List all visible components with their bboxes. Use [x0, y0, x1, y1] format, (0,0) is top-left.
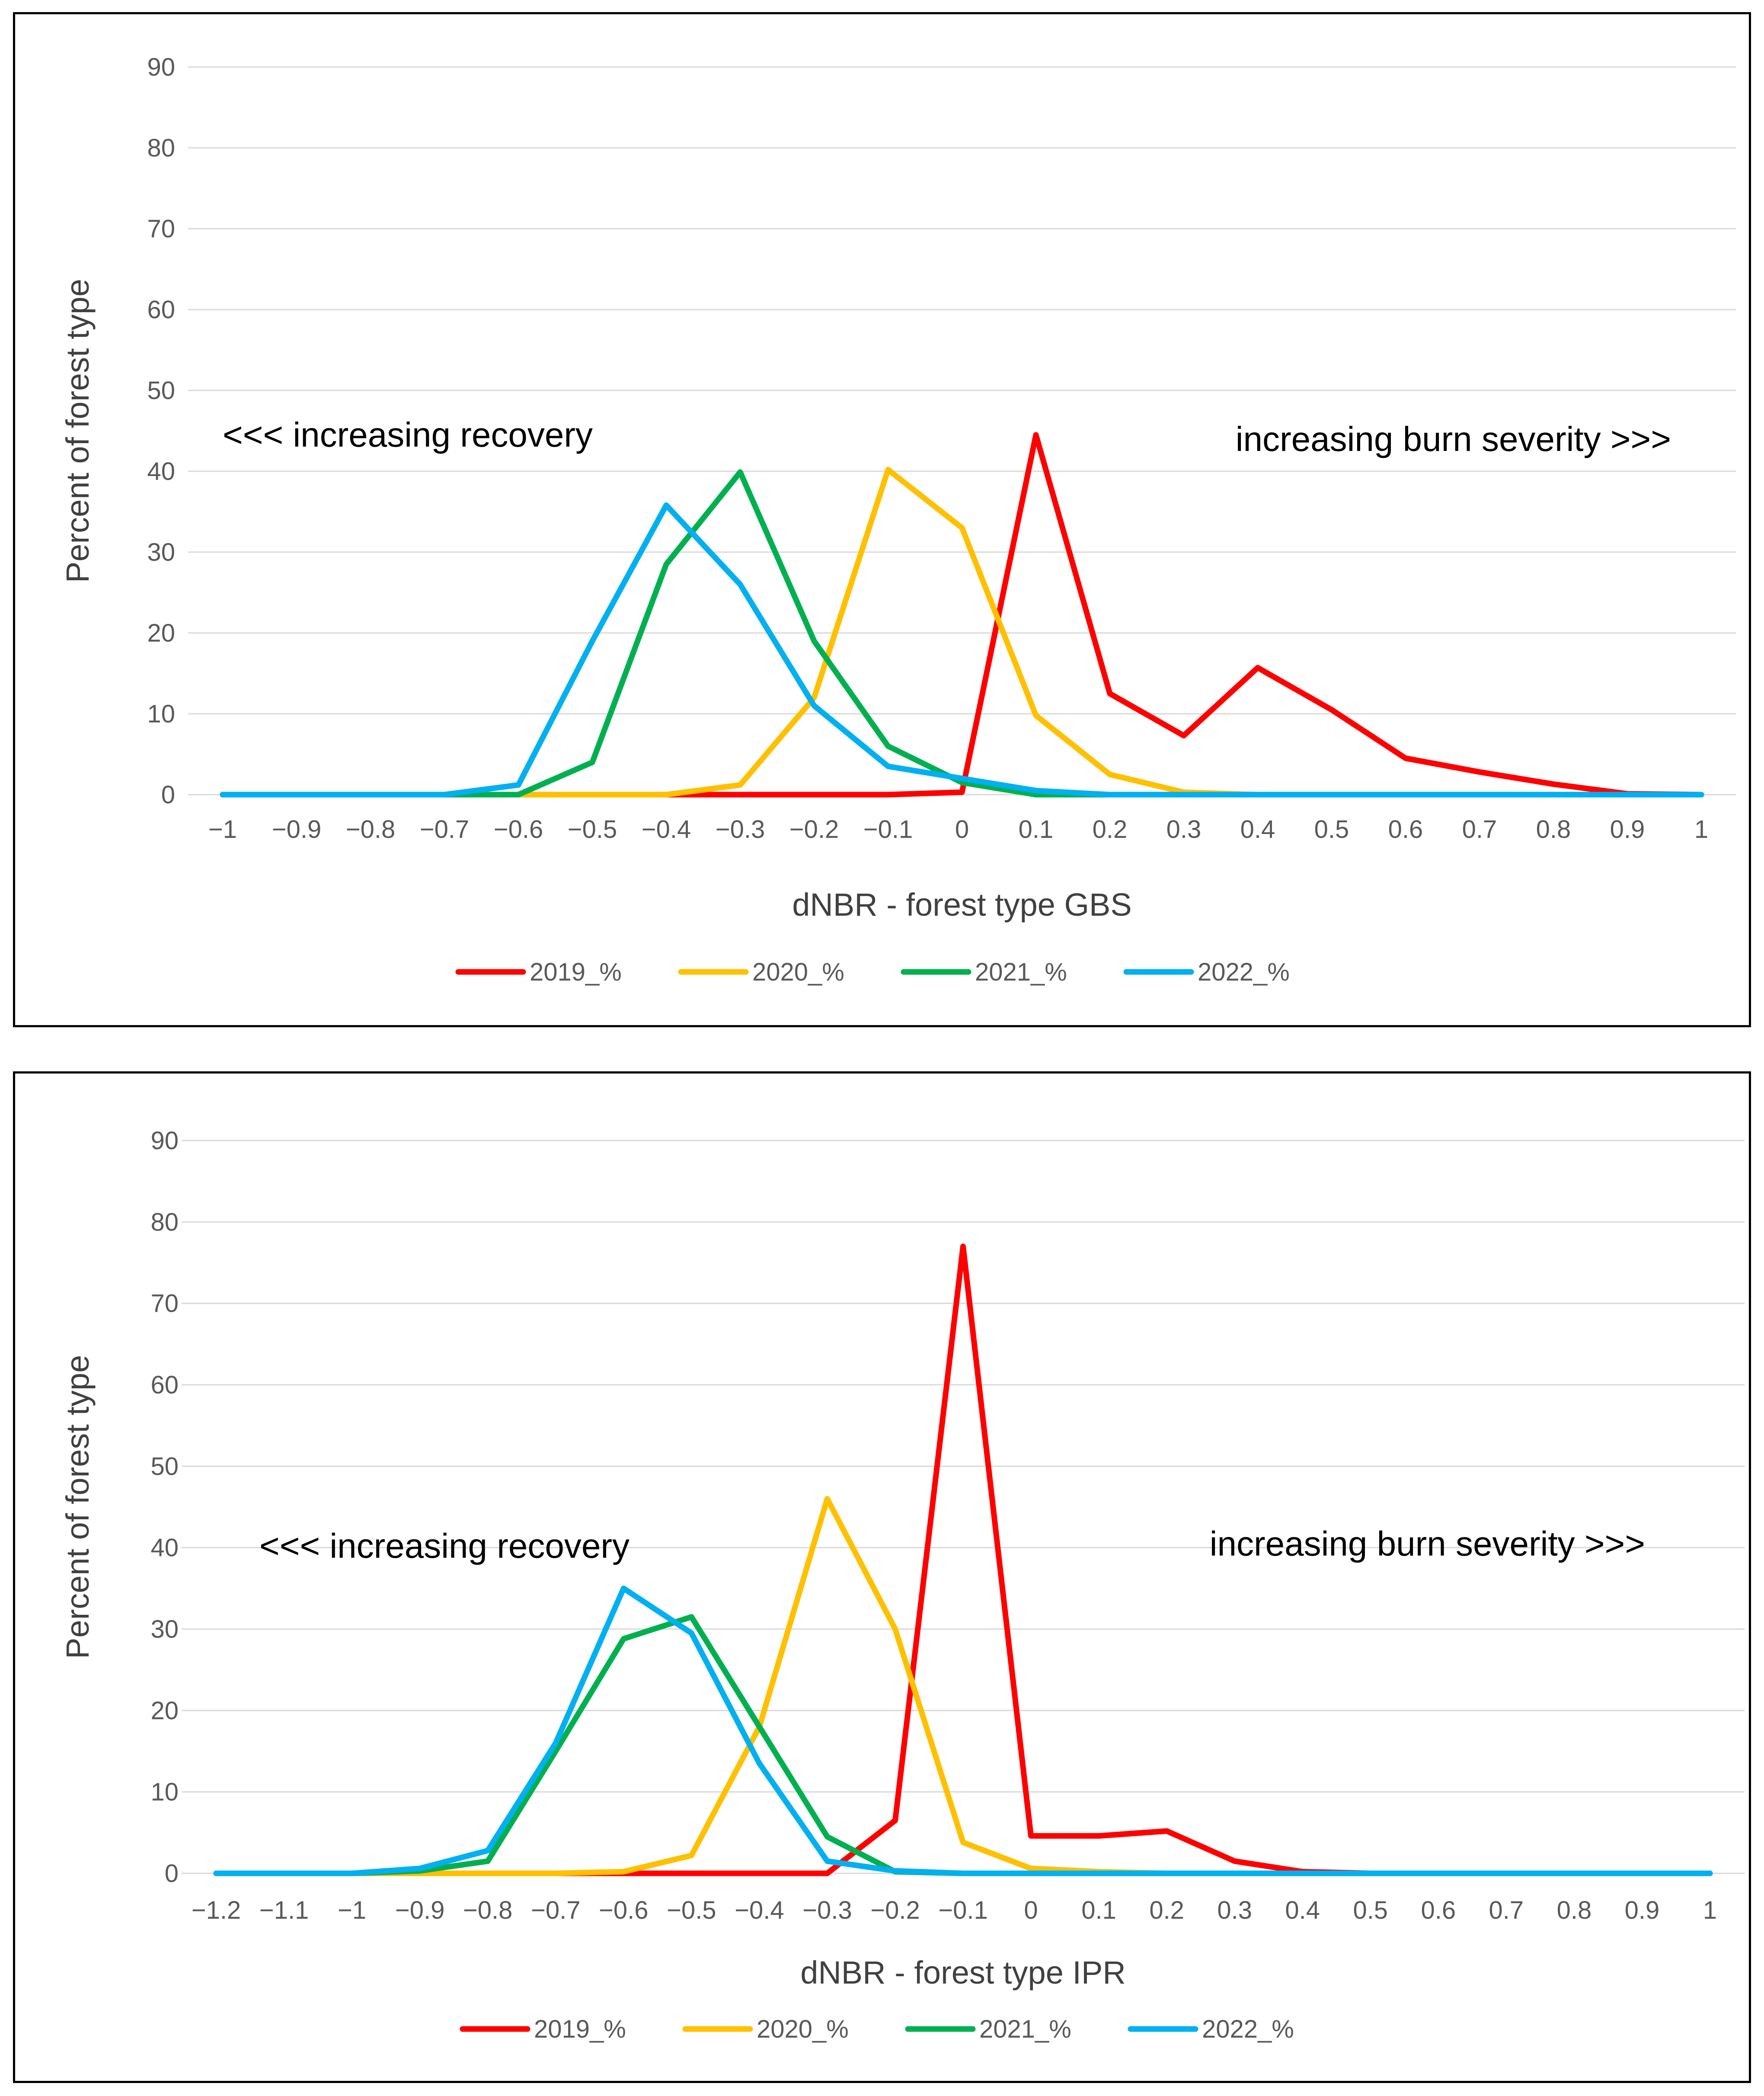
- x-tick-label: 0.9: [1610, 815, 1645, 844]
- y-tick-label: 10: [147, 700, 175, 728]
- x-tick-label: −0.9: [395, 1896, 445, 1924]
- x-tick-label: −1: [338, 1896, 366, 1924]
- y-tick-label: 60: [147, 296, 175, 324]
- x-tick-label: −0.4: [735, 1896, 784, 1924]
- legend-label-2020_%: 2020_%: [752, 958, 844, 986]
- x-tick-label: −1.2: [192, 1896, 241, 1924]
- x-tick-label: 0.8: [1557, 1896, 1592, 1924]
- x-tick-label: 0.7: [1462, 815, 1497, 844]
- y-tick-label: 70: [150, 1290, 179, 1318]
- x-tick-label: 0.6: [1388, 815, 1423, 844]
- x-tick-label: 0.7: [1489, 1896, 1524, 1924]
- x-tick-label: −0.6: [494, 815, 543, 844]
- x-axis-title: dNBR - forest type GBS: [792, 887, 1132, 923]
- x-tick-label: 0.9: [1625, 1896, 1660, 1924]
- x-tick-label: −0.7: [531, 1896, 581, 1924]
- x-tick-label: 0.4: [1240, 815, 1275, 844]
- x-tick-label: 0.8: [1536, 815, 1571, 844]
- legend-label-2021_%: 2021_%: [975, 958, 1067, 986]
- x-tick-label: 0: [955, 815, 969, 844]
- x-tick-label: −0.2: [870, 1896, 920, 1924]
- x-tick-label: 0: [1024, 1896, 1038, 1924]
- legend-label-2019_%: 2019_%: [534, 2015, 626, 2043]
- y-tick-label: 0: [161, 781, 175, 809]
- y-tick-label: 70: [147, 215, 175, 243]
- x-tick-label: −0.9: [272, 815, 322, 844]
- x-tick-label: −0.8: [346, 815, 396, 844]
- x-tick-label: 0.6: [1421, 1896, 1456, 1924]
- x-tick-label: −1.1: [259, 1896, 309, 1924]
- x-tick-label: 0.1: [1081, 1896, 1116, 1924]
- x-tick-label: 0.5: [1314, 815, 1349, 844]
- y-tick-label: 30: [147, 538, 175, 566]
- x-tick-label: 0.3: [1166, 815, 1202, 844]
- chart-panel-ipr: 0 10 20 30 40 50 60 70 80 90 −1.2 −1.1 −1 −0.9 −0.8 −0.…: [13, 1071, 1751, 2083]
- y-tick-label: 20: [150, 1697, 179, 1725]
- series-line-2022_%: [220, 502, 1704, 798]
- y-tick-label: 0: [165, 1860, 179, 1888]
- annotation-burn-severity: increasing burn severity >>>: [1210, 1524, 1645, 1563]
- x-tick-label: 1: [1703, 1896, 1717, 1924]
- legend: 2019_% 2020_% 2021_% 2022_%: [455, 958, 1290, 986]
- y-tick-label: 50: [150, 1452, 179, 1480]
- y-axis-title: Percent of forest type: [60, 279, 96, 583]
- x-tick-label: −0.5: [667, 1896, 716, 1924]
- x-tick-label: −0.8: [463, 1896, 513, 1924]
- x-tick-label: −1: [208, 815, 237, 844]
- legend-label-2020_%: 2020_%: [757, 2015, 849, 2043]
- y-tick-label: 90: [147, 53, 175, 81]
- x-tick-label: −0.1: [938, 1896, 988, 1924]
- y-tick-label: 50: [147, 377, 175, 405]
- x-tick-label: 0.2: [1093, 815, 1128, 844]
- x-tick-label: 0.5: [1353, 1896, 1388, 1924]
- y-tick-label: 80: [150, 1208, 179, 1236]
- y-tick-label: 40: [150, 1534, 179, 1562]
- legend-label-2022_%: 2022_%: [1198, 958, 1290, 986]
- x-tick-label: 0.1: [1019, 815, 1054, 844]
- y-tick-label: 40: [147, 457, 175, 486]
- legend-label-2019_%: 2019_%: [530, 958, 622, 986]
- y-tick-label: 20: [147, 619, 175, 647]
- y-tick-label: 60: [150, 1371, 179, 1399]
- legend-label-2022_%: 2022_%: [1202, 2015, 1294, 2043]
- series-line-2020_%: [220, 466, 1704, 798]
- y-axis-title: Percent of forest type: [60, 1355, 96, 1659]
- x-tick-label: −0.1: [863, 815, 913, 844]
- y-tick-label: 30: [150, 1615, 179, 1643]
- x-tick-label: −0.3: [716, 815, 765, 844]
- series-line-2019_%: [220, 432, 1704, 798]
- x-tick-label: −0.3: [802, 1896, 852, 1924]
- y-tick-label: 80: [147, 134, 175, 162]
- legend-label-2021_%: 2021_%: [979, 2015, 1071, 2043]
- series-line-2022_%: [213, 1585, 1713, 1876]
- chart-panel-gbs: 0 10 20 30 40 50 60 70 80 90 −1 −0.9 −0.8 −0.7 −0.6 −0.…: [13, 12, 1751, 1027]
- x-tick-label: −0.6: [599, 1896, 649, 1924]
- y-tick-label: 90: [150, 1127, 179, 1155]
- annotation-recovery: <<< increasing recovery: [223, 415, 593, 454]
- annotation-recovery: <<< increasing recovery: [259, 1527, 630, 1565]
- x-tick-label: −0.5: [568, 815, 617, 844]
- x-tick-label: 0.2: [1149, 1896, 1184, 1924]
- annotation-burn-severity: increasing burn severity >>>: [1236, 420, 1671, 458]
- x-tick-label: −0.4: [642, 815, 691, 844]
- x-tick-label: 0.4: [1285, 1896, 1320, 1924]
- x-tick-label: 1: [1694, 815, 1708, 844]
- x-tick-label: −0.2: [789, 815, 839, 844]
- legend: 2019_% 2020_% 2021_% 2022_%: [460, 2015, 1294, 2043]
- x-axis-title: dNBR - forest type IPR: [800, 1955, 1126, 1991]
- x-tick-label: 0.3: [1217, 1896, 1252, 1924]
- x-tick-label: −0.7: [420, 815, 470, 844]
- y-tick-label: 10: [150, 1778, 179, 1806]
